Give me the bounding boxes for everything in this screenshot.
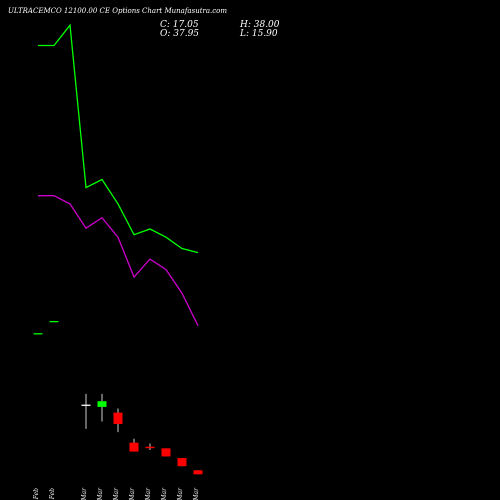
candle-body [177,458,187,467]
candle-body [129,442,139,452]
series-line-2 [38,195,199,326]
candle [193,470,203,475]
low-value: L: 15.90 [240,29,278,39]
high-value: H: 38.00 [240,20,280,30]
x-tick-label: 04 Mar [81,487,88,500]
close-value: C: 17.05 [160,20,199,30]
candle-body [145,446,155,449]
x-tick-label: 06 Mar [113,487,120,500]
candle [161,448,171,457]
x-tick-label: 28 Feb [49,488,56,500]
candle-body [97,401,107,407]
chart-title: ULTRACEMCO 12100.00 CE Options Chart Mun… [8,7,228,15]
candle [81,393,91,429]
candle-body [161,448,171,457]
x-tick-label: 05 Mar [97,487,104,500]
candle [97,393,107,422]
x-tick-label: 11 Mar [161,487,168,500]
candle [177,458,187,467]
series-line-1 [38,23,199,254]
candle-body [113,412,123,424]
candle-body [193,470,203,475]
x-tick-label: 08 Mar [145,487,152,500]
x-tick-label: 07 Mar [129,487,136,500]
open-value: O: 37.95 [160,29,200,39]
x-tick-label: 12 Mar [177,487,184,500]
x-tick-label: 27 Feb [33,488,40,500]
candle [113,408,123,433]
candle [129,438,139,452]
x-tick-label: 13 Mar [193,487,200,500]
candle [145,443,155,450]
